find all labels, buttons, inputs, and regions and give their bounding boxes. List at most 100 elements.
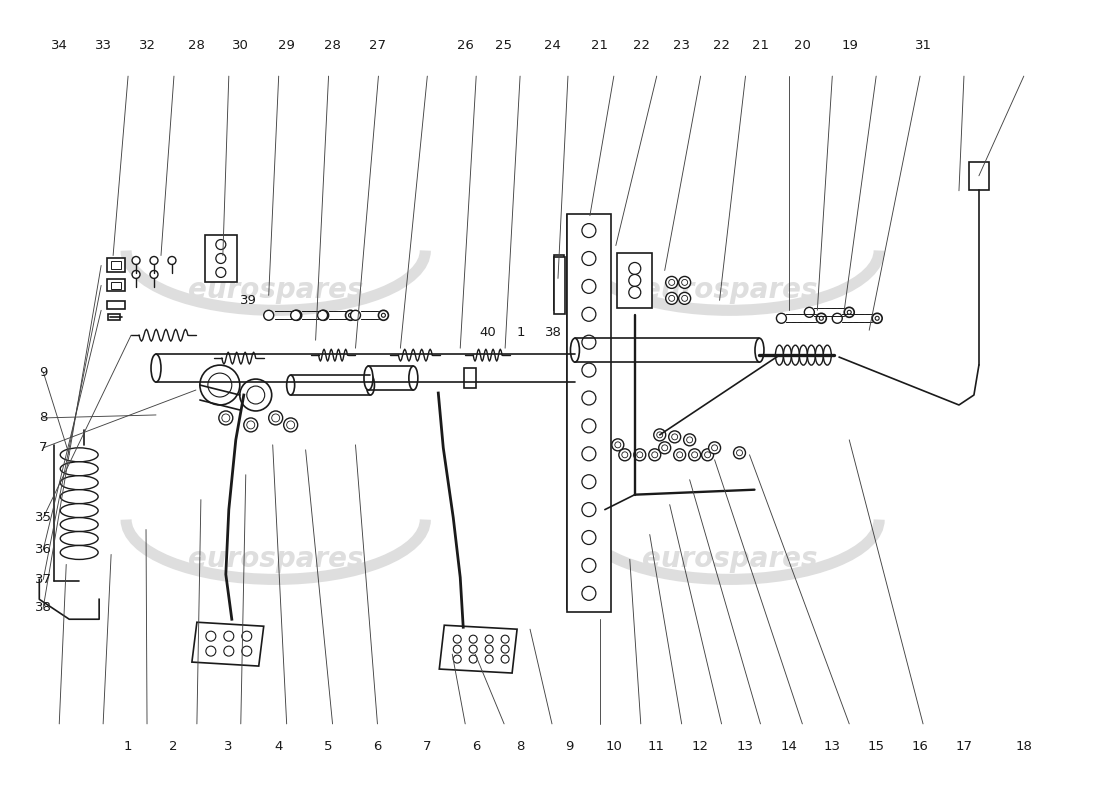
Circle shape [705, 452, 711, 458]
Circle shape [581, 485, 595, 498]
Bar [554, 257, 565, 314]
Circle shape [246, 421, 255, 429]
Bar [111, 282, 121, 289]
Circle shape [820, 316, 823, 320]
Bar [969, 162, 989, 190]
Circle shape [485, 655, 493, 663]
Ellipse shape [151, 354, 161, 382]
Circle shape [453, 645, 461, 653]
Text: 5: 5 [324, 740, 332, 754]
Bar [107, 279, 125, 291]
Circle shape [470, 635, 477, 643]
Circle shape [629, 262, 641, 274]
Circle shape [382, 314, 385, 318]
Ellipse shape [807, 345, 815, 365]
Circle shape [582, 224, 596, 238]
Circle shape [287, 421, 295, 429]
Circle shape [876, 316, 879, 320]
Text: 36: 36 [34, 543, 52, 556]
Bar [107, 302, 125, 310]
Circle shape [272, 414, 279, 422]
Circle shape [581, 290, 595, 303]
Circle shape [216, 267, 225, 278]
Text: eurospares: eurospares [641, 546, 817, 574]
Circle shape [219, 411, 233, 425]
Circle shape [222, 414, 230, 422]
Text: 35: 35 [34, 511, 52, 525]
Text: 11: 11 [648, 740, 664, 754]
Text: 19: 19 [842, 38, 858, 52]
Ellipse shape [364, 366, 373, 390]
Polygon shape [191, 622, 264, 666]
Circle shape [847, 310, 851, 314]
Ellipse shape [366, 375, 374, 395]
Circle shape [582, 502, 596, 517]
Circle shape [708, 442, 720, 454]
Bar [464, 368, 476, 388]
Text: 17: 17 [955, 740, 972, 754]
Circle shape [689, 449, 701, 461]
Circle shape [582, 335, 596, 349]
Ellipse shape [409, 366, 418, 390]
Circle shape [653, 429, 666, 441]
Text: 20: 20 [794, 38, 811, 52]
Circle shape [470, 655, 477, 663]
Circle shape [284, 418, 298, 432]
Text: 24: 24 [543, 38, 561, 52]
Ellipse shape [60, 462, 98, 476]
Circle shape [345, 310, 355, 320]
Circle shape [612, 439, 624, 451]
Circle shape [206, 631, 216, 641]
Circle shape [582, 586, 596, 600]
Circle shape [637, 452, 642, 458]
Circle shape [669, 279, 674, 286]
Text: 40: 40 [480, 326, 496, 338]
Circle shape [581, 401, 595, 415]
Circle shape [682, 279, 688, 286]
Circle shape [676, 452, 683, 458]
Circle shape [150, 257, 158, 265]
Circle shape [216, 254, 225, 263]
Text: 29: 29 [278, 38, 295, 52]
Circle shape [833, 314, 843, 323]
Circle shape [582, 558, 596, 572]
Circle shape [581, 569, 595, 582]
Text: 38: 38 [544, 326, 562, 338]
Circle shape [223, 646, 234, 656]
Circle shape [292, 310, 301, 320]
Ellipse shape [60, 546, 98, 559]
Circle shape [702, 449, 714, 461]
Circle shape [582, 251, 596, 266]
Text: 21: 21 [752, 38, 769, 52]
Circle shape [634, 449, 646, 461]
Circle shape [692, 452, 697, 458]
Text: 27: 27 [370, 38, 386, 52]
Circle shape [485, 645, 493, 653]
Text: 39: 39 [240, 294, 257, 307]
Circle shape [268, 411, 283, 425]
Text: eurospares: eurospares [188, 546, 363, 574]
Circle shape [502, 645, 509, 653]
Circle shape [777, 314, 786, 323]
Text: 21: 21 [591, 38, 608, 52]
Text: 28: 28 [324, 38, 341, 52]
Circle shape [672, 434, 678, 440]
Ellipse shape [823, 345, 832, 365]
Text: 7: 7 [39, 442, 47, 454]
Text: 8: 8 [516, 740, 525, 754]
Circle shape [872, 314, 882, 323]
Circle shape [453, 635, 461, 643]
Circle shape [244, 418, 257, 432]
Text: 32: 32 [139, 38, 156, 52]
Circle shape [240, 379, 272, 411]
Circle shape [470, 645, 477, 653]
Bar [107, 258, 125, 273]
Circle shape [629, 286, 641, 298]
Circle shape [666, 277, 678, 288]
Circle shape [223, 631, 234, 641]
Circle shape [485, 635, 493, 643]
Polygon shape [439, 626, 517, 673]
Circle shape [581, 234, 595, 247]
Circle shape [132, 270, 140, 278]
Circle shape [453, 655, 461, 663]
